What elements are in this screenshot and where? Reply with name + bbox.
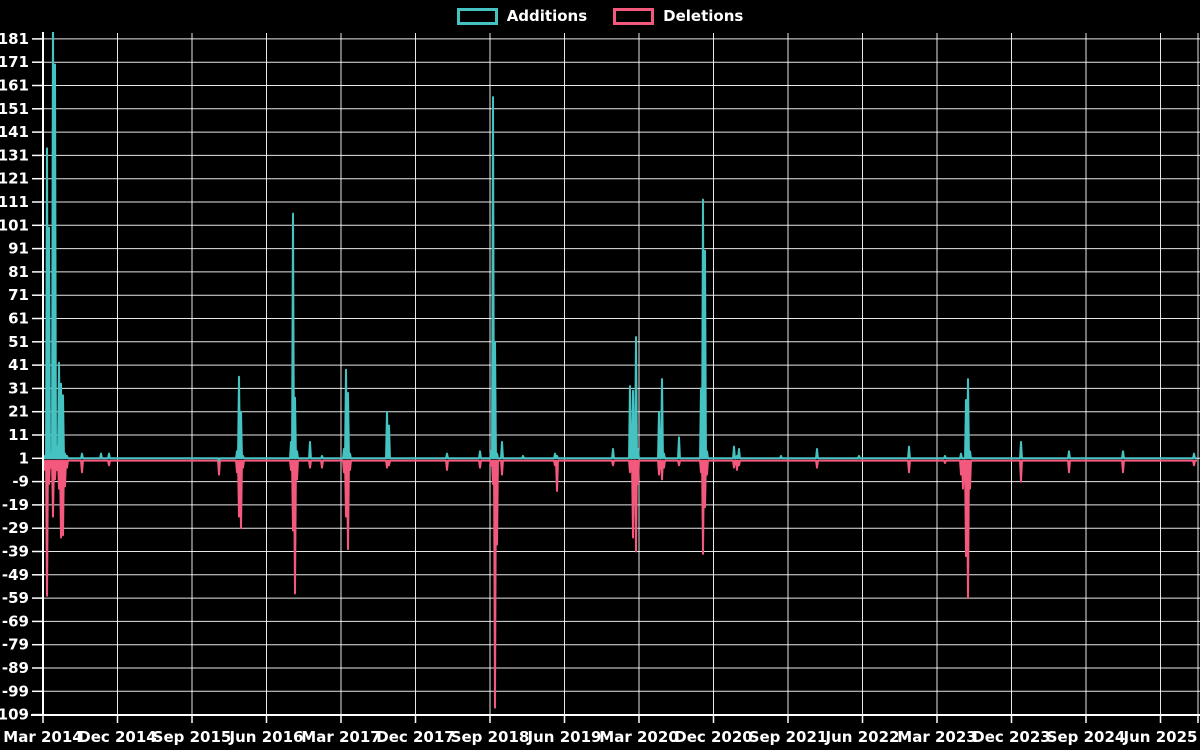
svg-text:-29: -29 (2, 519, 29, 537)
svg-text:-99: -99 (2, 682, 29, 700)
svg-text:Jun 2025: Jun 2025 (1123, 728, 1198, 746)
svg-text:Dec 2014: Dec 2014 (78, 728, 157, 746)
additions-swatch-icon (456, 7, 498, 25)
svg-text:Dec 2020: Dec 2020 (674, 728, 753, 746)
deletions-line (43, 459, 1197, 709)
svg-text:-49: -49 (2, 566, 29, 584)
svg-text:1: 1 (19, 449, 29, 467)
svg-text:41: 41 (8, 356, 29, 374)
chart-legend: Additions Deletions (0, 7, 1200, 25)
svg-text:Mar 2020: Mar 2020 (599, 728, 678, 746)
svg-text:121: 121 (0, 170, 29, 188)
legend-item-deletions[interactable]: Deletions (613, 7, 743, 25)
svg-text:-59: -59 (2, 589, 29, 607)
legend-label-additions: Additions (506, 7, 588, 25)
svg-text:-79: -79 (2, 636, 29, 654)
legend-item-additions[interactable]: Additions (456, 7, 588, 25)
svg-text:Sep 2021: Sep 2021 (749, 728, 828, 746)
svg-text:Dec 2017: Dec 2017 (376, 728, 455, 746)
y-axis-labels: 1811711611511411311211111019181716151413… (0, 30, 29, 724)
svg-text:71: 71 (8, 286, 29, 304)
svg-text:Mar 2014: Mar 2014 (3, 728, 82, 746)
axis-ticks (32, 38, 1199, 723)
svg-text:51: 51 (8, 333, 29, 351)
svg-text:-109: -109 (0, 706, 29, 724)
svg-text:131: 131 (0, 146, 29, 164)
legend-label-deletions: Deletions (663, 7, 744, 25)
svg-text:151: 151 (0, 100, 29, 118)
svg-text:61: 61 (8, 310, 29, 328)
svg-text:Mar 2023: Mar 2023 (897, 728, 976, 746)
svg-text:-39: -39 (2, 543, 29, 561)
svg-text:141: 141 (0, 123, 29, 141)
additions-line (43, 32, 1197, 462)
svg-text:171: 171 (0, 53, 29, 71)
svg-text:-89: -89 (2, 659, 29, 677)
svg-text:Jun 2022: Jun 2022 (825, 728, 900, 746)
svg-text:Sep 2015: Sep 2015 (153, 728, 232, 746)
svg-text:11: 11 (8, 426, 29, 444)
svg-text:21: 21 (8, 403, 29, 421)
svg-text:Sep 2024: Sep 2024 (1047, 728, 1126, 746)
svg-text:91: 91 (8, 240, 29, 258)
svg-text:Dec 2023: Dec 2023 (972, 728, 1051, 746)
deletions-swatch-icon (613, 7, 655, 25)
svg-text:-19: -19 (2, 496, 29, 514)
svg-text:101: 101 (0, 216, 29, 234)
svg-text:181: 181 (0, 30, 29, 48)
svg-text:Mar 2017: Mar 2017 (301, 728, 380, 746)
svg-text:111: 111 (0, 193, 29, 211)
svg-text:Jun 2016: Jun 2016 (229, 728, 304, 746)
gridlines (42, 33, 1200, 716)
svg-text:81: 81 (8, 263, 29, 281)
svg-text:31: 31 (8, 379, 29, 397)
svg-text:-9: -9 (12, 473, 29, 491)
svg-text:-69: -69 (2, 612, 29, 630)
svg-text:161: 161 (0, 77, 29, 95)
svg-text:Sep 2018: Sep 2018 (451, 728, 530, 746)
svg-text:Jun 2019: Jun 2019 (527, 728, 602, 746)
axes (31, 32, 1200, 716)
